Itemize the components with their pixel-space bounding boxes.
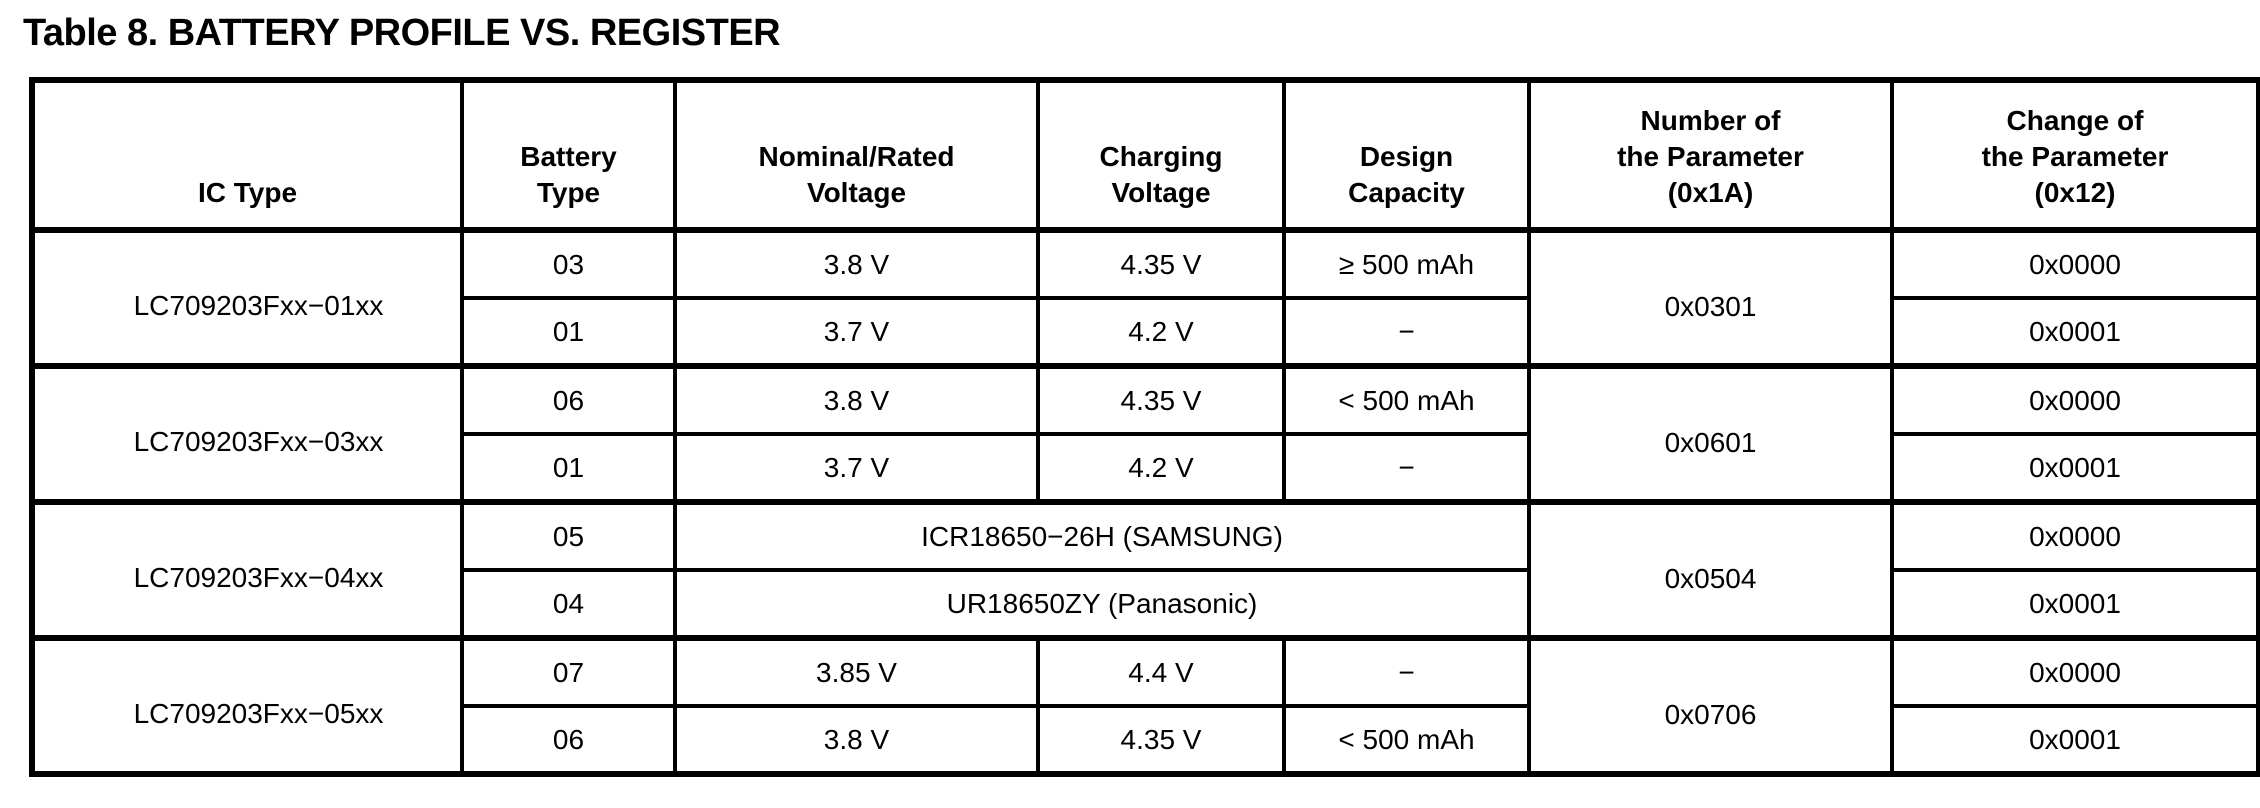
cell-design-capacity: − bbox=[1282, 635, 1531, 708]
cell-charging-voltage: 4.35 V bbox=[1036, 363, 1286, 436]
header-row: IC Type Battery Type Nominal/Rated Volta… bbox=[30, 78, 2260, 233]
battery-profile-table: IC Type Battery Type Nominal/Rated Volta… bbox=[29, 77, 2260, 777]
cell-battery-type: 01 bbox=[460, 432, 677, 504]
cell-battery-model: UR18650ZY (Panasonic) bbox=[673, 568, 1531, 640]
cell-battery-type: 05 bbox=[460, 499, 677, 572]
cell-ic-type: LC709203Fxx−01xx bbox=[30, 228, 464, 368]
cell-param-number: 0x0504 bbox=[1527, 499, 1894, 640]
cell-param-change: 0x0001 bbox=[1890, 568, 2260, 640]
header-battery-type: Battery Type bbox=[460, 78, 677, 233]
cell-design-capacity: ≥ 500 mAh bbox=[1282, 228, 1531, 300]
cell-design-capacity: − bbox=[1282, 296, 1531, 368]
cell-param-change: 0x0000 bbox=[1890, 499, 2260, 572]
cell-param-number: 0x0601 bbox=[1527, 363, 1894, 504]
cell-charging-voltage: 4.35 V bbox=[1036, 704, 1286, 776]
header-design-capacity: Design Capacity bbox=[1282, 78, 1531, 233]
cell-nominal-voltage: 3.7 V bbox=[673, 296, 1040, 368]
cell-param-number: 0x0301 bbox=[1527, 228, 1894, 368]
cell-nominal-voltage: 3.7 V bbox=[673, 432, 1040, 504]
cell-nominal-voltage: 3.8 V bbox=[673, 363, 1040, 436]
table-row: 04 UR18650ZY (Panasonic) 0x0001 bbox=[32, 568, 2260, 640]
table-row: LC709203Fxx−03xx 06 3.8 V 4.35 V < 500 m… bbox=[30, 363, 2260, 504]
cell-design-capacity: < 500 mAh bbox=[1282, 363, 1531, 436]
header-ic-type: IC Type bbox=[30, 78, 464, 233]
cell-battery-type: 03 bbox=[460, 228, 677, 300]
cell-battery-type: 06 bbox=[460, 363, 677, 436]
cell-battery-model: ICR18650−26H (SAMSUNG) bbox=[673, 499, 1531, 572]
cell-ic-type: LC709203Fxx−03xx bbox=[30, 363, 464, 504]
cell-nominal-voltage: 3.8 V bbox=[673, 228, 1040, 300]
cell-ic-type: LC709203Fxx−05xx bbox=[30, 635, 464, 776]
header-nominal-voltage: Nominal/Rated Voltage bbox=[673, 78, 1040, 233]
cell-battery-type: 06 bbox=[460, 704, 677, 776]
cell-battery-type: 01 bbox=[460, 296, 677, 368]
cell-param-change: 0x0001 bbox=[1890, 296, 2260, 368]
cell-charging-voltage: 4.35 V bbox=[1036, 228, 1286, 300]
table-row: 01 3.7 V 4.2 V − 0x0001 bbox=[32, 296, 2260, 368]
cell-param-change: 0x0000 bbox=[1890, 228, 2260, 300]
cell-charging-voltage: 4.2 V bbox=[1036, 296, 1286, 368]
header-param-change: Change of the Parameter (0x12) bbox=[1890, 78, 2260, 233]
cell-design-capacity: < 500 mAh bbox=[1282, 704, 1531, 776]
cell-param-change: 0x0000 bbox=[1890, 363, 2260, 436]
table-row: LC709203Fxx−01xx 03 3.8 V 4.35 V ≥ 500 m… bbox=[30, 228, 2260, 368]
cell-charging-voltage: 4.4 V bbox=[1036, 635, 1286, 708]
table-row: LC709203Fxx−04xx 05 ICR18650−26H (SAMSUN… bbox=[30, 499, 2260, 640]
table-row: LC709203Fxx−05xx 07 3.85 V 4.4 V − 0x070… bbox=[30, 635, 2260, 776]
table-row: 01 3.7 V 4.2 V − 0x0001 bbox=[32, 432, 2260, 504]
cell-ic-type: LC709203Fxx−04xx bbox=[30, 499, 464, 640]
header-charging-voltage: Charging Voltage bbox=[1036, 78, 1286, 233]
cell-design-capacity: − bbox=[1282, 432, 1531, 504]
cell-param-change: 0x0001 bbox=[1890, 432, 2260, 504]
cell-nominal-voltage: 3.85 V bbox=[673, 635, 1040, 708]
cell-param-number: 0x0706 bbox=[1527, 635, 1894, 776]
header-param-number: Number of the Parameter (0x1A) bbox=[1527, 78, 1894, 233]
cell-battery-type: 04 bbox=[460, 568, 677, 640]
table-title: Table 8. BATTERY PROFILE VS. REGISTER bbox=[23, 12, 781, 54]
cell-param-change: 0x0000 bbox=[1890, 635, 2260, 708]
cell-battery-type: 07 bbox=[460, 635, 677, 708]
cell-charging-voltage: 4.2 V bbox=[1036, 432, 1286, 504]
cell-param-change: 0x0001 bbox=[1890, 704, 2260, 776]
table-row: 06 3.8 V 4.35 V < 500 mAh 0x0001 bbox=[32, 704, 2260, 776]
cell-nominal-voltage: 3.8 V bbox=[673, 704, 1040, 776]
